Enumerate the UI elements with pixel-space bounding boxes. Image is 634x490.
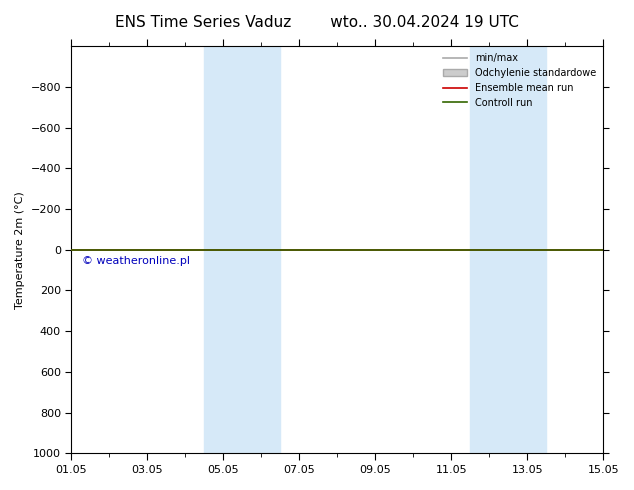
Y-axis label: Temperature 2m (°C): Temperature 2m (°C) — [15, 191, 25, 309]
Bar — [204, 47, 280, 453]
Legend: min/max, Odchylenie standardowe, Ensemble mean run, Controll run: min/max, Odchylenie standardowe, Ensembl… — [439, 49, 600, 112]
Text: © weatheronline.pl: © weatheronline.pl — [82, 256, 190, 266]
Bar — [470, 47, 547, 453]
Text: ENS Time Series Vaduz        wto.. 30.04.2024 19 UTC: ENS Time Series Vaduz wto.. 30.04.2024 1… — [115, 15, 519, 30]
